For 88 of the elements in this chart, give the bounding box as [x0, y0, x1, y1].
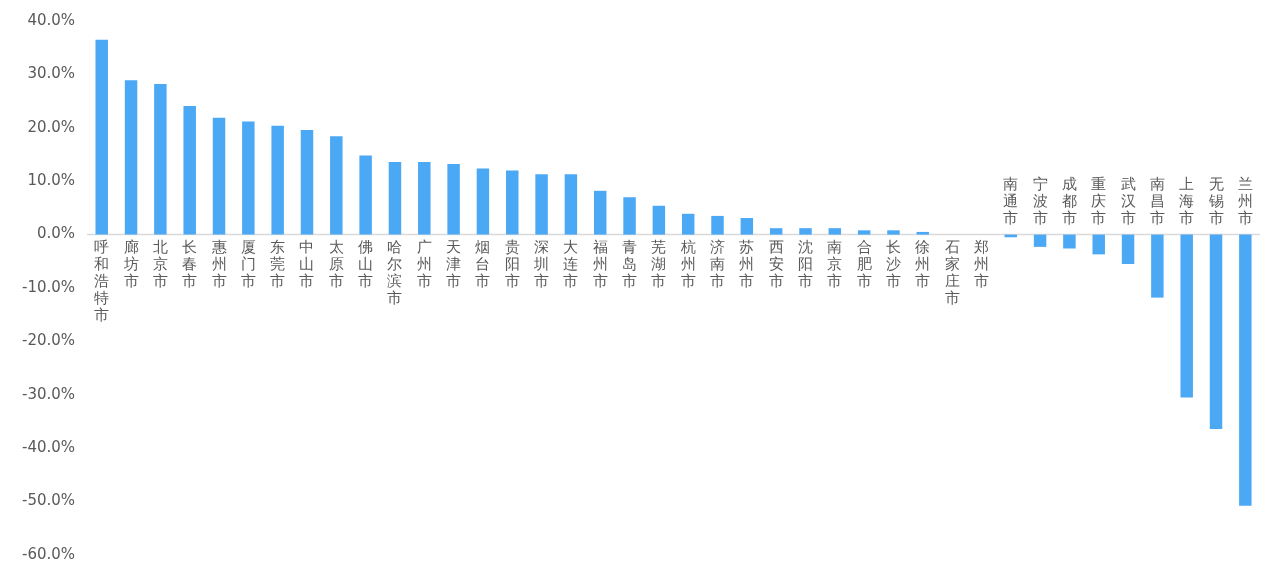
y-tick-label: 30.0% [27, 64, 76, 83]
bar [271, 125, 284, 235]
bar [1180, 234, 1193, 398]
x-tick-label: 太原市 [328, 237, 344, 290]
x-tick-label: 长春市 [182, 237, 198, 290]
x-tick-label: 深圳市 [533, 237, 550, 290]
x-tick-label: 上海市 [1179, 174, 1195, 227]
x-tick-label: 长沙市 [885, 237, 901, 290]
x-tick-label: 中山市 [299, 237, 315, 290]
bar [183, 105, 196, 235]
x-tick-label: 青岛市 [622, 237, 638, 290]
bar [1033, 234, 1047, 247]
x-tick-label: 福州市 [592, 237, 608, 290]
y-tick-label: 0.0% [36, 224, 76, 243]
x-tick-label: 惠州市 [210, 237, 227, 290]
x-tick-label: 呼和浩特市 [94, 237, 110, 324]
bar [242, 121, 255, 235]
x-tick-label: 南京市 [827, 237, 843, 290]
bar [769, 228, 783, 235]
bar [1092, 234, 1105, 255]
x-tick-label: 佛山市 [358, 237, 374, 290]
y-tick-label: -50.0% [21, 491, 76, 510]
x-tick-label: 南昌市 [1149, 174, 1165, 227]
x-tick-label: 杭州市 [679, 237, 696, 290]
bar [1209, 234, 1223, 429]
bar [330, 136, 343, 235]
x-tick-label: 宁波市 [1032, 174, 1048, 227]
bar [740, 218, 754, 235]
x-tick-label: 东莞市 [270, 237, 286, 290]
x-tick-label: 合肥市 [856, 237, 872, 290]
bar [212, 117, 226, 235]
x-tick-label: 芜湖市 [651, 237, 667, 290]
bar [388, 161, 402, 235]
bar [887, 230, 900, 235]
bar [711, 215, 724, 235]
bar [857, 230, 871, 235]
bar [1121, 234, 1135, 264]
y-tick-label: 20.0% [27, 117, 76, 136]
x-tick-label: 北京市 [152, 237, 168, 290]
x-tick-label: 贵阳市 [504, 237, 520, 290]
y-tick-label: 40.0% [27, 10, 76, 29]
bar [535, 174, 548, 235]
bar [681, 213, 695, 235]
x-tick-label: 厦门市 [240, 237, 256, 290]
x-tick-label: 徐州市 [915, 237, 931, 290]
x-tick-label: 烟台市 [475, 237, 491, 290]
bar [1063, 234, 1076, 249]
bar [652, 205, 666, 235]
x-tick-label: 成都市 [1061, 174, 1077, 227]
y-tick-label: -20.0% [21, 331, 76, 350]
bar [916, 231, 930, 235]
y-tick-label: -30.0% [21, 384, 76, 403]
x-tick-label: 哈尔滨市 [387, 237, 403, 307]
x-tick-label: 武汉市 [1120, 174, 1136, 227]
bar [95, 39, 108, 235]
bar [124, 80, 138, 235]
bar [418, 161, 431, 235]
x-tick-label: 大连市 [563, 237, 579, 290]
bar [1151, 234, 1164, 298]
x-tick-label: 沈阳市 [797, 237, 813, 290]
x-tick-label: 西安市 [768, 237, 784, 290]
x-tick-label: 重庆市 [1091, 174, 1107, 227]
bar [828, 228, 842, 235]
x-tick-label: 郑州市 [973, 237, 989, 290]
y-tick-label: -10.0% [21, 277, 76, 296]
x-tick-label: 广州市 [416, 237, 432, 290]
bar [476, 168, 490, 235]
y-tick-label: -60.0% [21, 544, 76, 563]
bar [1239, 234, 1252, 506]
x-tick-label: 兰州市 [1237, 174, 1253, 227]
bar [300, 129, 314, 235]
x-tick-label: 廊坊市 [122, 237, 139, 290]
bar [593, 190, 607, 235]
x-tick-label: 南通市 [1003, 174, 1019, 227]
bar [506, 170, 519, 235]
x-tick-label: 石家庄市 [944, 237, 960, 307]
bar [359, 155, 372, 235]
y-tick-label: 10.0% [27, 171, 76, 190]
x-tick-label: 苏州市 [739, 237, 755, 290]
bar [623, 197, 636, 235]
bar [154, 84, 167, 235]
x-tick-label: 济南市 [710, 237, 726, 290]
bar [447, 164, 460, 235]
bar [799, 228, 812, 235]
y-tick-label: -40.0% [21, 438, 76, 457]
bar [564, 174, 578, 235]
x-tick-label: 天津市 [446, 237, 462, 290]
x-tick-label: 无锡市 [1207, 174, 1224, 227]
